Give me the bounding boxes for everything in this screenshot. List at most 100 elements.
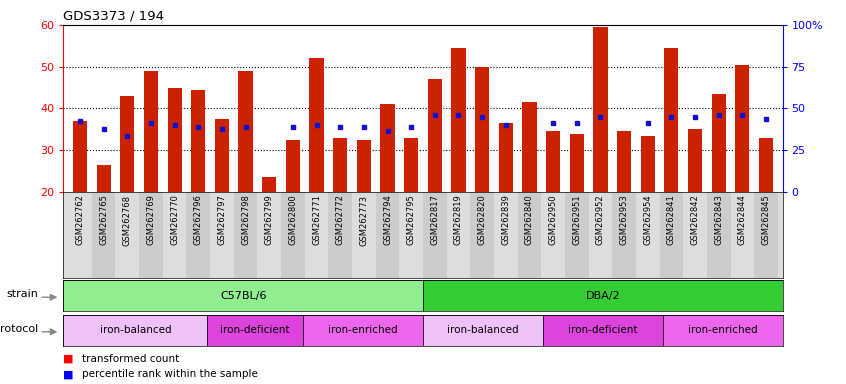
Bar (257, 192, 281, 278)
Text: GSM262800: GSM262800 (288, 195, 298, 245)
Bar (541, 192, 565, 278)
Bar (139, 192, 162, 278)
Text: ■: ■ (63, 354, 74, 364)
Bar (162, 192, 186, 278)
Bar (303, 315, 423, 346)
Bar (759, 138, 773, 192)
Bar (120, 96, 135, 192)
Bar (518, 192, 541, 278)
Text: GSM262794: GSM262794 (383, 195, 392, 245)
Text: GSM262797: GSM262797 (217, 195, 227, 245)
Bar (470, 192, 494, 278)
Text: ■: ■ (63, 369, 74, 379)
Bar (730, 192, 754, 278)
Text: GSM262770: GSM262770 (170, 195, 179, 245)
Text: DBA/2: DBA/2 (585, 291, 620, 301)
Bar (333, 138, 348, 192)
Bar (546, 131, 560, 192)
Bar (565, 192, 589, 278)
Bar (593, 27, 607, 192)
Bar (63, 315, 207, 346)
Bar (352, 192, 376, 278)
Bar (498, 123, 513, 192)
Text: GSM262795: GSM262795 (407, 195, 415, 245)
Bar (423, 192, 447, 278)
Bar (543, 315, 662, 346)
Text: GSM262842: GSM262842 (690, 195, 700, 245)
Text: GSM262772: GSM262772 (336, 195, 344, 245)
Bar (613, 192, 636, 278)
Text: GSM262843: GSM262843 (714, 195, 723, 245)
Bar (286, 140, 300, 192)
Bar (310, 58, 324, 192)
Text: GSM262799: GSM262799 (265, 195, 274, 245)
Text: protocol: protocol (0, 324, 38, 334)
Bar (168, 88, 182, 192)
Text: iron-enriched: iron-enriched (328, 325, 398, 335)
Text: GDS3373 / 194: GDS3373 / 194 (63, 10, 164, 23)
Text: transformed count: transformed count (82, 354, 179, 364)
Bar (92, 192, 116, 278)
Bar (522, 102, 536, 192)
Text: strain: strain (6, 289, 38, 299)
Bar (210, 192, 233, 278)
Bar (239, 71, 253, 192)
Text: GSM262771: GSM262771 (312, 195, 321, 245)
Bar (589, 192, 613, 278)
Bar (423, 315, 543, 346)
Bar (754, 192, 777, 278)
Bar (381, 104, 394, 192)
Bar (116, 192, 139, 278)
Text: percentile rank within the sample: percentile rank within the sample (82, 369, 258, 379)
Bar (423, 280, 783, 311)
Text: GSM262817: GSM262817 (431, 195, 439, 245)
Bar (447, 192, 470, 278)
Bar (262, 177, 277, 192)
Bar (494, 192, 518, 278)
Text: GSM262953: GSM262953 (619, 195, 629, 245)
Bar (233, 192, 257, 278)
Bar (684, 192, 707, 278)
Bar (636, 192, 660, 278)
Bar (660, 192, 684, 278)
Bar (328, 192, 352, 278)
Text: C57BL/6: C57BL/6 (220, 291, 266, 301)
Bar (207, 315, 303, 346)
Bar (281, 192, 305, 278)
Text: GSM262762: GSM262762 (75, 195, 85, 245)
Text: GSM262844: GSM262844 (738, 195, 747, 245)
Text: GSM262839: GSM262839 (502, 195, 510, 245)
Text: GSM262796: GSM262796 (194, 195, 203, 245)
Bar (69, 192, 92, 278)
Bar (569, 134, 584, 192)
Bar (735, 65, 750, 192)
Text: GSM262840: GSM262840 (525, 195, 534, 245)
Text: iron-enriched: iron-enriched (688, 325, 757, 335)
Text: GSM262819: GSM262819 (454, 195, 463, 245)
Bar (475, 67, 489, 192)
Text: GSM262769: GSM262769 (146, 195, 156, 245)
Bar (357, 140, 371, 192)
Bar (96, 165, 111, 192)
Bar (191, 90, 206, 192)
Text: GSM262954: GSM262954 (643, 195, 652, 245)
Bar (305, 192, 328, 278)
Text: GSM262765: GSM262765 (99, 195, 108, 245)
Bar (617, 131, 631, 192)
Bar (186, 192, 210, 278)
Bar (707, 192, 730, 278)
Text: GSM262768: GSM262768 (123, 195, 132, 246)
Text: GSM262845: GSM262845 (761, 195, 771, 245)
Bar (63, 280, 423, 311)
Text: GSM262798: GSM262798 (241, 195, 250, 245)
Bar (215, 119, 229, 192)
Text: iron-deficient: iron-deficient (221, 325, 290, 335)
Text: iron-deficient: iron-deficient (568, 325, 638, 335)
Bar (664, 48, 678, 192)
Bar (428, 79, 442, 192)
Bar (144, 71, 158, 192)
Bar (688, 129, 702, 192)
Text: iron-balanced: iron-balanced (448, 325, 519, 335)
Bar (640, 136, 655, 192)
Text: GSM262951: GSM262951 (572, 195, 581, 245)
